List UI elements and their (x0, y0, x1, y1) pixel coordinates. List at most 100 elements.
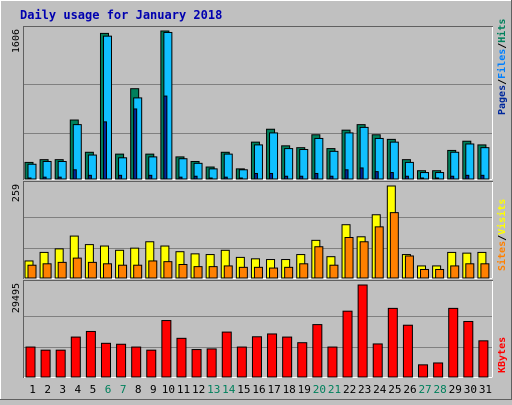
x-tick-label: 1 (29, 383, 36, 396)
bar-pages-rect (480, 174, 485, 180)
bar-sites (253, 266, 263, 279)
bar-sites-rect (223, 265, 233, 279)
bar-kbytes-rect (85, 330, 96, 378)
bar-files-rect (465, 143, 475, 180)
bar-pages-rect (404, 175, 409, 180)
bar-files-rect (72, 124, 82, 180)
bar-kbytes-rect (282, 336, 293, 378)
bar-sites-rect (269, 267, 279, 279)
legend-item: Pages (497, 85, 508, 115)
bar-kbytes (478, 340, 489, 378)
bar-files (72, 124, 82, 180)
x-tick-label: 5 (90, 383, 97, 396)
bar-pages-rect (208, 177, 213, 180)
bar-files (344, 132, 354, 180)
bar-files (404, 161, 414, 180)
bar-sites-rect (329, 264, 339, 279)
bar-pages (238, 177, 243, 180)
bar-kbytes-rect (478, 340, 489, 378)
bar-files (27, 163, 37, 180)
bar-files (374, 137, 384, 180)
bar-files (450, 151, 460, 180)
bar-kbytes-rect (55, 349, 66, 378)
bar-kbytes (206, 348, 217, 378)
bar-sites (269, 267, 279, 279)
bar-files-rect (42, 160, 52, 180)
bar-kbytes-rect (327, 346, 338, 378)
bar-pages-rect (389, 172, 394, 180)
x-tick-label: 7 (120, 383, 127, 396)
bar-sites-rect (450, 265, 460, 279)
bar-kbytes-rect (206, 348, 217, 378)
bar-sites-rect (374, 226, 384, 279)
bar-pages (178, 176, 183, 180)
bar-kbytes (191, 349, 202, 378)
x-tick-label: 17 (267, 383, 280, 396)
panel-kbytes: 29495 KBytes (11, 280, 508, 378)
x-tick-label: 26 (403, 383, 416, 396)
bar-pages (148, 174, 153, 180)
bar-sites (87, 261, 97, 279)
bar-files (238, 169, 248, 180)
bar-pages (465, 174, 470, 180)
bar-files-rect (148, 156, 158, 180)
bar-pages (314, 172, 319, 180)
bar-files-rect (299, 149, 309, 180)
bar-pages-rect (450, 175, 455, 180)
bar-files (148, 156, 158, 180)
bar-sites-rect (163, 261, 173, 279)
x-tick-label: 24 (373, 383, 387, 396)
bar-pages (72, 169, 77, 180)
bar-kbytes (282, 336, 293, 378)
bar-kbytes-rect (251, 336, 262, 378)
x-tick-label: 4 (75, 383, 82, 396)
bar-sites-rect (27, 264, 37, 279)
bar-files-rect (359, 126, 369, 180)
bar-pages (404, 175, 409, 180)
bar-files-rect (284, 148, 294, 180)
bars (24, 185, 490, 279)
bar-pages (163, 95, 168, 180)
bar-sites (374, 226, 384, 279)
bar-pages (374, 171, 379, 180)
bar-sites (57, 261, 67, 279)
x-tick-label: 11 (177, 383, 190, 396)
bar-files (299, 149, 309, 180)
bar-files (178, 158, 188, 180)
bar-sites-rect (404, 255, 414, 279)
x-tick-label: 16 (252, 383, 265, 396)
bar-kbytes (342, 310, 353, 378)
x-axis-day-labels: 1 2 3 4 5 6 7 8 9 10 11 12 13 14 15 16 17 18 19 20 21 22 23 24 2… (29, 383, 492, 396)
bar-pages-rect (435, 177, 440, 180)
x-tick-label: 13 (207, 383, 220, 396)
x-tick-label: 22 (343, 383, 356, 396)
bar-sites (329, 264, 339, 279)
bar-sites (118, 264, 128, 279)
bar-kbytes-rect (372, 343, 383, 378)
bar-pages-rect (133, 108, 138, 180)
bar-kbytes (418, 364, 429, 378)
bar-files-rect (238, 169, 248, 180)
bar-kbytes-rect (448, 307, 459, 378)
bar-sites (284, 266, 294, 279)
bar-kbytes-rect (402, 324, 413, 378)
bar-pages (42, 176, 47, 180)
bar-kbytes-rect (267, 333, 278, 378)
bar-kbytes-rect (25, 346, 36, 378)
bar-pages-rect (118, 174, 123, 180)
x-tick-label: 15 (237, 383, 250, 396)
x-tick-label: 10 (162, 383, 175, 396)
bar-kbytes-rect (191, 349, 202, 378)
bar-pages-rect (420, 177, 425, 180)
bar-files-rect (87, 154, 97, 180)
x-tick-label: 30 (464, 383, 477, 396)
bar-sites (435, 268, 445, 279)
bar-kbytes (176, 337, 187, 378)
bar-sites-rect (87, 261, 97, 279)
bar-sites (193, 266, 203, 279)
legend: Sites/Visits (496, 199, 508, 271)
y-axis-max-label: 29495 (11, 283, 22, 313)
bar-kbytes (463, 320, 474, 378)
